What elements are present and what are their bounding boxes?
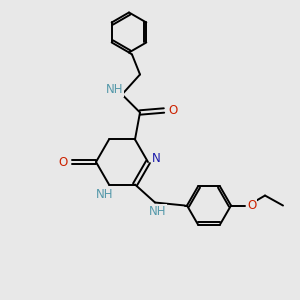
- Text: O: O: [58, 155, 68, 169]
- Text: NH: NH: [106, 83, 124, 96]
- Text: NH: NH: [96, 188, 114, 201]
- Text: NH: NH: [149, 205, 167, 218]
- Text: O: O: [168, 104, 178, 117]
- Text: O: O: [248, 199, 256, 212]
- Text: N: N: [152, 152, 160, 166]
